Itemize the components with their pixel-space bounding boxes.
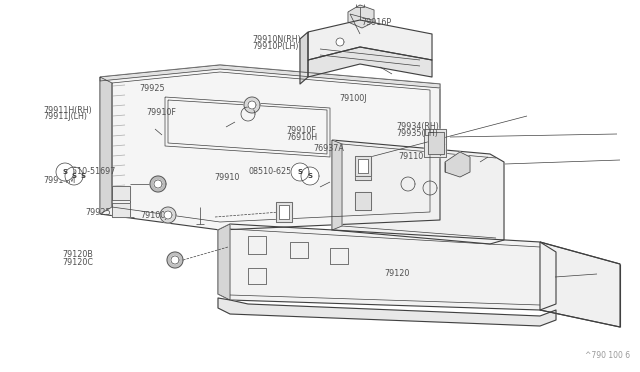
Polygon shape [301,167,319,185]
Text: 79911H(RH): 79911H(RH) [44,106,92,115]
Text: 79916P: 79916P [362,18,392,27]
Polygon shape [218,298,556,326]
Polygon shape [336,38,344,46]
Text: 79910F: 79910F [287,126,317,135]
Polygon shape [308,20,432,60]
Polygon shape [276,202,292,222]
Polygon shape [348,5,374,28]
Polygon shape [65,167,83,185]
Text: 79910: 79910 [214,173,240,182]
Polygon shape [244,97,260,113]
Polygon shape [164,211,172,219]
Text: 79910F: 79910F [146,108,176,117]
Polygon shape [358,159,368,173]
Text: 79110: 79110 [398,152,423,161]
Text: 79935(LH): 79935(LH) [397,129,438,138]
Polygon shape [332,140,342,230]
Polygon shape [355,162,371,180]
Polygon shape [300,32,308,84]
Text: 79100J: 79100J [339,94,367,103]
Polygon shape [423,181,437,195]
Polygon shape [308,47,432,77]
Text: 79120B: 79120B [63,250,93,259]
Text: S: S [298,169,303,175]
Polygon shape [445,152,470,177]
Polygon shape [160,207,176,223]
Text: 79120: 79120 [384,269,410,278]
Polygon shape [401,177,415,191]
Polygon shape [424,129,446,157]
Polygon shape [56,163,74,181]
Text: S: S [72,173,77,179]
Polygon shape [167,252,183,268]
Polygon shape [428,132,444,154]
Polygon shape [355,192,371,210]
Polygon shape [218,224,556,310]
Polygon shape [112,186,130,200]
Polygon shape [248,101,256,109]
Polygon shape [332,140,504,244]
Text: 79925: 79925 [140,84,165,93]
Text: 76910H: 76910H [287,133,318,142]
Polygon shape [171,256,179,264]
Polygon shape [241,107,255,121]
Text: 79100J: 79100J [141,211,168,220]
Text: ^790 100 6: ^790 100 6 [585,351,630,360]
Polygon shape [100,65,440,230]
Text: 79925: 79925 [85,208,111,217]
Polygon shape [100,65,440,88]
Polygon shape [154,180,162,188]
Polygon shape [291,163,309,181]
Polygon shape [218,224,230,300]
Text: 79910N(RH): 79910N(RH) [253,35,301,44]
Text: 79910P(LH): 79910P(LH) [253,42,300,51]
Polygon shape [150,176,166,192]
Text: 76937A: 76937A [314,144,344,153]
Polygon shape [279,205,289,219]
Text: S: S [81,173,86,179]
Text: 79911J(LH): 79911J(LH) [44,112,88,121]
Text: S: S [307,173,312,179]
Text: S: S [63,169,67,175]
Text: 08510-51697: 08510-51697 [63,167,116,176]
Polygon shape [100,77,112,214]
Text: 08510-62597: 08510-62597 [248,167,302,176]
Text: 79914M: 79914M [44,176,76,185]
Text: 79120C: 79120C [63,258,93,267]
Polygon shape [112,203,130,217]
Text: 79934(RH): 79934(RH) [397,122,440,131]
Polygon shape [540,242,620,327]
Polygon shape [355,156,371,176]
